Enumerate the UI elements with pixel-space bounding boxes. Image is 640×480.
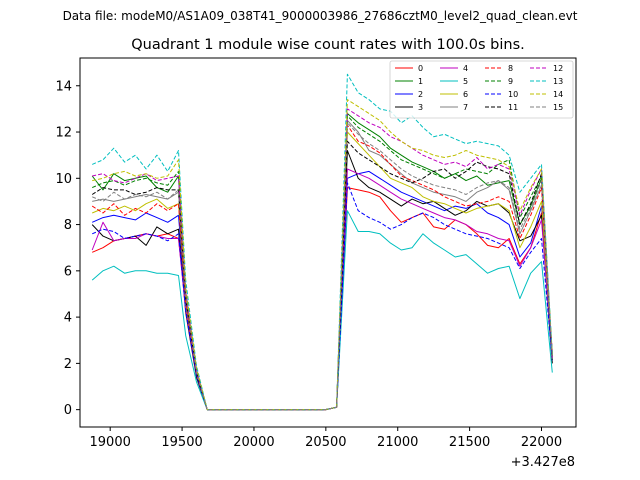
x-tick-label: 22000: [521, 435, 562, 450]
x-axis: 19000 19500 20000 20500 21000 21500 22000: [90, 427, 562, 450]
x-tick-label: 21000: [377, 435, 418, 450]
legend-label-2: 2: [418, 90, 423, 99]
x-tick-label: 20000: [233, 435, 274, 450]
y-tick-label: 0: [64, 403, 72, 418]
y-tick-label: 10: [55, 172, 72, 187]
legend-label-4: 4: [463, 64, 468, 73]
x-axis-offset-label: +3.427e8: [511, 455, 575, 470]
chart-suptitle: Data file: modeM0/AS1A09_038T41_90000039…: [63, 9, 578, 23]
chart-title: Quadrant 1 module wise count rates with …: [131, 37, 525, 53]
y-axis: 0 2 4 6 8 10 12 14: [55, 79, 80, 418]
x-tick-label: 19000: [90, 435, 131, 450]
y-tick-label: 12: [55, 126, 72, 141]
legend-label-11: 11: [508, 103, 518, 112]
legend-label-0: 0: [418, 64, 423, 73]
legend-label-10: 10: [508, 90, 518, 99]
legend-label-13: 13: [553, 77, 563, 86]
series-layer: [91, 73, 553, 411]
legend-label-8: 8: [508, 64, 513, 73]
legend-label-3: 3: [418, 103, 423, 112]
y-tick-label: 14: [55, 79, 72, 94]
plot-area: [80, 58, 576, 427]
series-line-15: [92, 122, 553, 411]
plot-frame: [79, 57, 577, 428]
y-tick-label: 8: [64, 218, 72, 233]
legend-label-5: 5: [463, 77, 468, 86]
legend-label-1: 1: [418, 77, 423, 86]
legend-label-6: 6: [463, 90, 468, 99]
y-tick-label: 2: [64, 357, 72, 372]
legend-label-7: 7: [463, 103, 468, 112]
legend-label-15: 15: [553, 103, 563, 112]
x-tick-label: 19500: [161, 435, 202, 450]
y-tick-label: 6: [64, 264, 72, 279]
legend-label-12: 12: [553, 64, 563, 73]
legend-box: [389, 60, 574, 119]
legend-label-14: 14: [553, 90, 563, 99]
y-tick-label: 4: [64, 311, 72, 326]
x-tick-label: 20500: [305, 435, 346, 450]
x-tick-label: 21500: [449, 435, 490, 450]
legend-label-9: 9: [508, 77, 513, 86]
